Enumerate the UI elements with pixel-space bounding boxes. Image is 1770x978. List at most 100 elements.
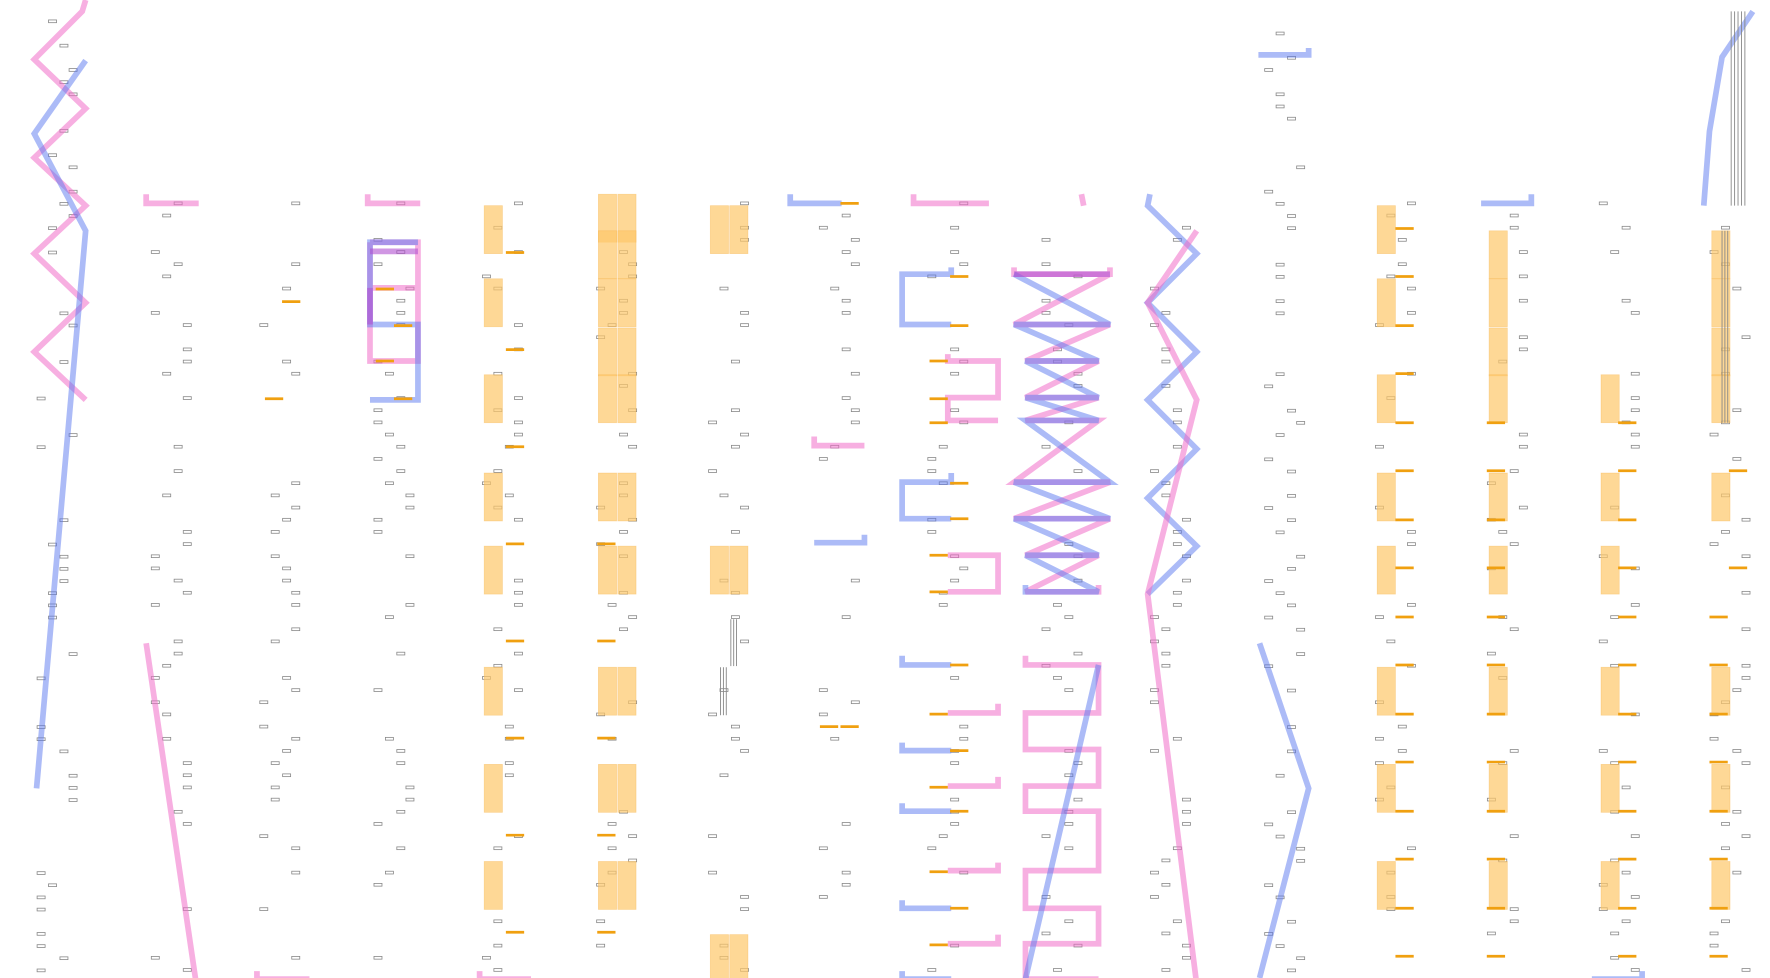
tick — [36, 895, 46, 900]
block — [1600, 764, 1620, 813]
tick — [1275, 311, 1285, 316]
tick — [1041, 931, 1051, 936]
tick — [1275, 31, 1285, 36]
block — [1488, 764, 1508, 813]
tick — [514, 578, 523, 583]
tick — [162, 493, 172, 498]
tick — [373, 882, 383, 887]
tick — [628, 615, 638, 619]
tick — [1182, 797, 1191, 802]
tick — [818, 895, 828, 899]
tick — [708, 469, 717, 473]
tick — [373, 517, 383, 522]
tick — [1518, 444, 1528, 449]
tick — [731, 724, 740, 729]
tick — [1296, 165, 1306, 170]
tick — [731, 444, 740, 449]
tick — [740, 505, 749, 510]
tick — [1486, 651, 1496, 656]
block — [1376, 278, 1396, 328]
tick — [1630, 371, 1640, 376]
block — [1376, 374, 1396, 424]
block — [483, 205, 503, 254]
tick — [1182, 956, 1191, 960]
tick — [150, 311, 160, 315]
block — [1711, 764, 1731, 813]
tick — [1509, 213, 1519, 218]
tick — [1732, 457, 1742, 461]
tick — [514, 517, 523, 522]
tick — [1182, 517, 1191, 522]
tick — [182, 822, 192, 826]
tick — [1630, 396, 1640, 400]
tick — [1275, 433, 1285, 437]
tick — [259, 724, 269, 729]
tick — [841, 250, 851, 254]
tick — [1598, 639, 1608, 644]
tick — [1275, 262, 1285, 267]
block — [729, 205, 749, 254]
tick — [1732, 408, 1742, 412]
tick — [1630, 603, 1640, 607]
tick — [1509, 834, 1519, 838]
tick — [1287, 688, 1296, 693]
tick — [514, 688, 523, 692]
tick — [1150, 749, 1159, 753]
tick — [405, 493, 415, 498]
tick — [628, 834, 638, 838]
tick — [68, 798, 78, 802]
block — [483, 374, 503, 424]
tick — [514, 201, 523, 206]
tick — [841, 311, 851, 315]
block — [1600, 545, 1620, 595]
tick — [1732, 809, 1742, 814]
tick — [740, 311, 749, 315]
tick — [1630, 968, 1640, 972]
tick — [1287, 603, 1296, 608]
blue-loop — [899, 267, 955, 328]
tick — [830, 736, 840, 741]
tick — [708, 712, 717, 717]
tick — [950, 578, 960, 583]
tick — [1518, 274, 1528, 279]
tick — [1073, 469, 1083, 473]
tick — [1486, 931, 1496, 936]
tick — [282, 359, 292, 364]
tick — [1610, 663, 1620, 668]
tick — [1296, 652, 1306, 656]
tick — [1287, 116, 1296, 121]
tick — [950, 822, 960, 826]
tick — [373, 688, 383, 692]
tick — [504, 773, 514, 778]
tick — [841, 396, 851, 400]
tick — [405, 505, 415, 510]
pink-trace — [1144, 229, 1200, 978]
tick — [1741, 676, 1751, 680]
blue-trace — [1022, 664, 1102, 978]
pink-trace — [143, 642, 199, 978]
pink-bracket — [143, 194, 199, 207]
tick — [731, 359, 740, 364]
tick — [182, 359, 192, 364]
tick — [1621, 870, 1631, 875]
tick — [1161, 651, 1171, 656]
tick — [493, 469, 503, 473]
tick — [841, 213, 851, 218]
tick — [1375, 736, 1384, 741]
tick — [1264, 68, 1274, 72]
pink-bracket — [947, 862, 1001, 874]
tick — [596, 943, 606, 948]
tick — [1630, 444, 1640, 449]
block — [617, 327, 637, 377]
tick — [1741, 761, 1751, 765]
tick — [1064, 846, 1074, 851]
tick — [850, 238, 860, 242]
tick — [719, 688, 729, 692]
tick — [927, 968, 937, 972]
tick — [1407, 603, 1416, 607]
tick — [291, 846, 301, 851]
blue-bracket — [899, 971, 952, 978]
tick — [927, 846, 937, 851]
tick — [619, 627, 628, 632]
tick — [1073, 651, 1083, 656]
